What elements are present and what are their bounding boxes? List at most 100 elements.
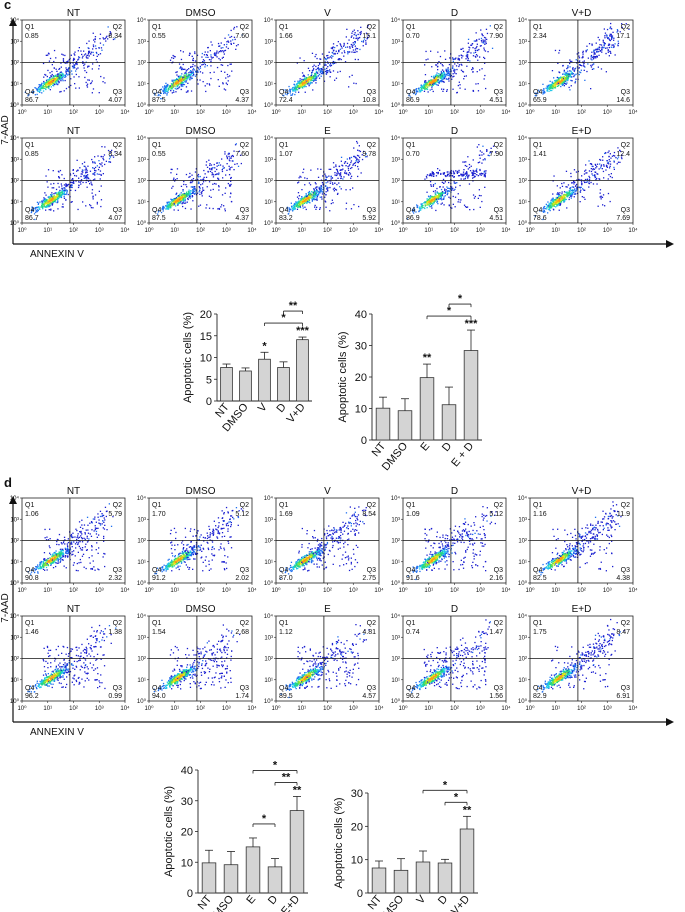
- q3-value: 10.8: [362, 97, 376, 104]
- density-dot: [49, 80, 51, 82]
- density-dot: [171, 92, 173, 94]
- density-dot: [302, 200, 304, 203]
- density-dot: [447, 173, 449, 175]
- density-dot: [37, 203, 39, 205]
- density-dot: [561, 80, 563, 82]
- density-dot: [303, 75, 305, 77]
- density-dot: [577, 52, 580, 54]
- density-dot: [477, 59, 479, 61]
- density-dot: [65, 75, 67, 78]
- density-dot: [419, 89, 421, 91]
- density-dot: [443, 72, 445, 74]
- density-dot: [46, 86, 48, 88]
- density-dot: [172, 200, 175, 203]
- density-dot: [477, 162, 479, 164]
- density-dot: [184, 207, 187, 210]
- density-dot: [191, 55, 193, 57]
- density-dot: [105, 40, 107, 42]
- density-dot: [171, 199, 173, 201]
- density-dot: [306, 81, 309, 83]
- density-dot: [299, 206, 301, 208]
- y-tick-label: 10³: [137, 157, 146, 163]
- density-dot: [314, 73, 316, 76]
- density-dot: [328, 175, 330, 177]
- density-dot: [91, 80, 93, 82]
- density-dot: [64, 193, 66, 195]
- density-dot: [240, 162, 242, 165]
- density-dot: [59, 71, 62, 73]
- density-dot: [466, 55, 469, 57]
- density-dot: [582, 55, 584, 57]
- density-dot: [189, 71, 191, 73]
- density-dot: [581, 65, 583, 67]
- density-dot: [345, 36, 347, 38]
- density-dot: [157, 211, 160, 213]
- density-dot: [567, 77, 569, 80]
- density-dot: [91, 92, 93, 94]
- y-tick-label: 10²: [391, 61, 400, 67]
- density-dot: [61, 191, 63, 193]
- density-dot: [425, 86, 427, 89]
- density-dot: [561, 79, 563, 81]
- density-dot: [50, 194, 52, 196]
- density-dot: [202, 61, 204, 63]
- density-dot: [594, 52, 596, 54]
- density-dot: [72, 59, 75, 61]
- density-dot: [181, 203, 183, 205]
- density-dot: [210, 196, 212, 198]
- density-dot: [206, 65, 208, 67]
- density-dot: [330, 176, 332, 178]
- density-dot: [47, 200, 50, 202]
- density-dot: [167, 207, 170, 209]
- density-dot: [448, 187, 450, 189]
- density-dot: [554, 49, 557, 52]
- density-dot: [317, 193, 320, 195]
- x-tick-label: 10⁰: [398, 109, 408, 116]
- density-dot: [184, 198, 186, 201]
- density-dot: [195, 168, 197, 170]
- density-dot: [171, 203, 173, 205]
- density-dot: [361, 154, 363, 156]
- density-dot: [440, 188, 443, 191]
- density-dot: [319, 191, 321, 193]
- density-dot: [84, 76, 86, 79]
- density-dot: [333, 190, 335, 192]
- density-dot: [472, 169, 474, 172]
- density-dot: [183, 202, 185, 204]
- density-dot: [474, 51, 477, 53]
- density-dot: [337, 71, 339, 73]
- density-dot: [319, 207, 321, 209]
- density-dots: [153, 26, 243, 100]
- density-dot: [439, 55, 442, 58]
- density-dot: [417, 205, 419, 207]
- density-dot: [542, 89, 544, 91]
- density-dot: [288, 85, 290, 88]
- density-dot: [197, 83, 199, 85]
- density-dot: [288, 207, 290, 209]
- density-dot: [56, 77, 58, 79]
- density-dot: [568, 73, 570, 75]
- density-dot: [611, 37, 614, 39]
- density-dot: [206, 204, 208, 206]
- density-dot: [543, 90, 546, 93]
- density-dot: [472, 174, 474, 176]
- density-dot: [222, 165, 224, 167]
- density-dot: [614, 54, 616, 56]
- density-dot: [432, 90, 434, 93]
- density-dot: [559, 77, 561, 79]
- y-tick-label: 10¹: [137, 82, 146, 88]
- density-dot: [228, 184, 231, 186]
- density-dot: [212, 167, 214, 169]
- density-dot: [293, 83, 295, 86]
- density-dot: [300, 201, 303, 204]
- x-tick-label: 10¹: [297, 110, 306, 116]
- density-dot: [480, 195, 482, 197]
- density-dot: [482, 159, 484, 161]
- density-dot: [290, 209, 292, 211]
- density-dot: [359, 32, 361, 34]
- density-dot: [362, 45, 364, 47]
- density-dot: [213, 71, 215, 73]
- density-dot: [617, 30, 619, 32]
- density-dot: [460, 48, 462, 50]
- density-dot: [551, 84, 553, 86]
